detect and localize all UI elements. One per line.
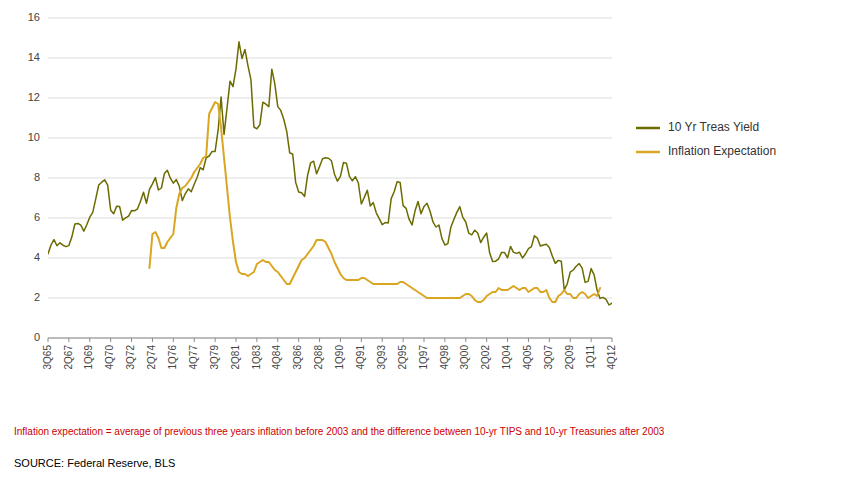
x-tick-label: 3Q86 xyxy=(292,345,303,370)
chart: 0 2 4 6 8 10 12 14 16 3Q65 2Q67 1Q69 4Q70 3Q72 2Q74 1Q7… xyxy=(0,0,849,487)
x-tick xyxy=(319,338,320,342)
y-tick-label: 0 xyxy=(34,331,40,343)
x-tick xyxy=(236,338,237,342)
x-tick xyxy=(256,338,257,342)
x-tick-label: 2Q95 xyxy=(397,345,408,370)
x-tick-label: 2Q67 xyxy=(63,345,74,370)
y-grid xyxy=(48,18,612,338)
y-tick-label: 16 xyxy=(28,11,40,23)
legend: 10 Yr Treas Yield Inflation Expectation xyxy=(636,120,776,158)
series-line xyxy=(48,42,612,305)
source-note: SOURCE: Federal Reserve, BLS xyxy=(14,457,175,469)
x-tick xyxy=(340,338,341,342)
y-tick-label: 2 xyxy=(34,291,40,303)
y-tick-label: 12 xyxy=(28,91,40,103)
x-tick xyxy=(110,338,111,342)
x-tick-label: 4Q91 xyxy=(355,345,366,370)
grid-line xyxy=(48,298,612,299)
y-axis: 0 2 4 6 8 10 12 14 16 xyxy=(28,11,40,343)
x-tick-label: 1Q69 xyxy=(83,345,94,370)
grid-line xyxy=(48,258,612,259)
x-tick-label: 1Q04 xyxy=(501,345,512,370)
x-tick-label: 1Q76 xyxy=(167,345,178,370)
x-tick-label: 2Q88 xyxy=(313,345,324,370)
x-tick xyxy=(486,338,487,342)
x-tick xyxy=(215,338,216,342)
x-tick-label: 4Q05 xyxy=(522,345,533,370)
x-tick-label: 3Q07 xyxy=(543,345,554,370)
y-tick-label: 14 xyxy=(28,51,40,63)
grid-line xyxy=(48,178,612,179)
grid-line xyxy=(48,58,612,59)
x-tick-label: 3Q72 xyxy=(125,345,136,370)
x-tick xyxy=(403,338,404,342)
x-tick-label: 4Q70 xyxy=(104,345,115,370)
x-tick-label: 2Q74 xyxy=(146,345,157,370)
x-tick xyxy=(444,338,445,342)
x-tick xyxy=(173,338,174,342)
x-tick xyxy=(549,338,550,342)
x-tick-label: 1Q11 xyxy=(585,345,596,369)
x-tick-label: 3Q79 xyxy=(209,345,220,370)
x-tick-label: 3Q93 xyxy=(376,345,387,370)
x-tick xyxy=(89,338,90,342)
y-tick-label: 6 xyxy=(34,211,40,223)
y-tick-label: 10 xyxy=(28,131,40,143)
x-tick-label: 2Q02 xyxy=(480,345,491,370)
x-tick xyxy=(48,338,49,342)
legend-label: Inflation Expectation xyxy=(668,144,776,158)
plot-area xyxy=(48,42,612,305)
x-tick xyxy=(298,338,299,342)
x-tick xyxy=(424,338,425,342)
x-tick-label: 3Q65 xyxy=(42,345,53,370)
legend-label: 10 Yr Treas Yield xyxy=(668,120,759,134)
x-tick-label: 4Q77 xyxy=(188,345,199,370)
x-axis: 3Q65 2Q67 1Q69 4Q70 3Q72 2Q74 1Q76 4Q77 3Q79 2Q81… xyxy=(42,338,617,369)
legend-swatch xyxy=(636,127,660,130)
x-tick xyxy=(570,338,571,342)
x-tick xyxy=(612,338,613,342)
x-tick xyxy=(194,338,195,342)
background xyxy=(0,0,849,487)
footnote: Inflation expectation = average of previ… xyxy=(14,426,665,437)
series-line xyxy=(149,102,600,302)
x-tick xyxy=(382,338,383,342)
x-tick-label: 1Q97 xyxy=(418,345,429,370)
x-axis-line xyxy=(48,338,612,339)
annotations: Inflation expectation = average of previ… xyxy=(14,426,665,469)
x-tick-label: 4Q84 xyxy=(271,345,282,370)
x-tick-label: 2Q81 xyxy=(230,345,241,370)
x-tick-label: 3Q00 xyxy=(459,345,470,370)
x-tick-label: 4Q98 xyxy=(439,345,450,370)
grid-line xyxy=(48,218,612,219)
grid-line xyxy=(48,138,612,139)
grid-line xyxy=(48,338,612,339)
y-tick-label: 4 xyxy=(34,251,40,263)
x-tick xyxy=(361,338,362,342)
legend-swatch xyxy=(636,151,660,154)
x-tick-label: 1Q90 xyxy=(334,345,345,370)
x-tick xyxy=(152,338,153,342)
x-tick xyxy=(68,338,69,342)
grid-line xyxy=(48,18,612,19)
x-tick xyxy=(465,338,466,342)
x-tick xyxy=(277,338,278,342)
x-tick xyxy=(507,338,508,342)
x-tick xyxy=(528,338,529,342)
x-tick xyxy=(591,338,592,342)
grid-line xyxy=(48,98,612,99)
x-tick xyxy=(131,338,132,342)
y-tick-label: 8 xyxy=(34,171,40,183)
x-tick-label: 4Q12 xyxy=(606,345,617,370)
x-tick-label: 1Q83 xyxy=(251,345,262,370)
x-tick-label: 2Q09 xyxy=(564,345,575,370)
